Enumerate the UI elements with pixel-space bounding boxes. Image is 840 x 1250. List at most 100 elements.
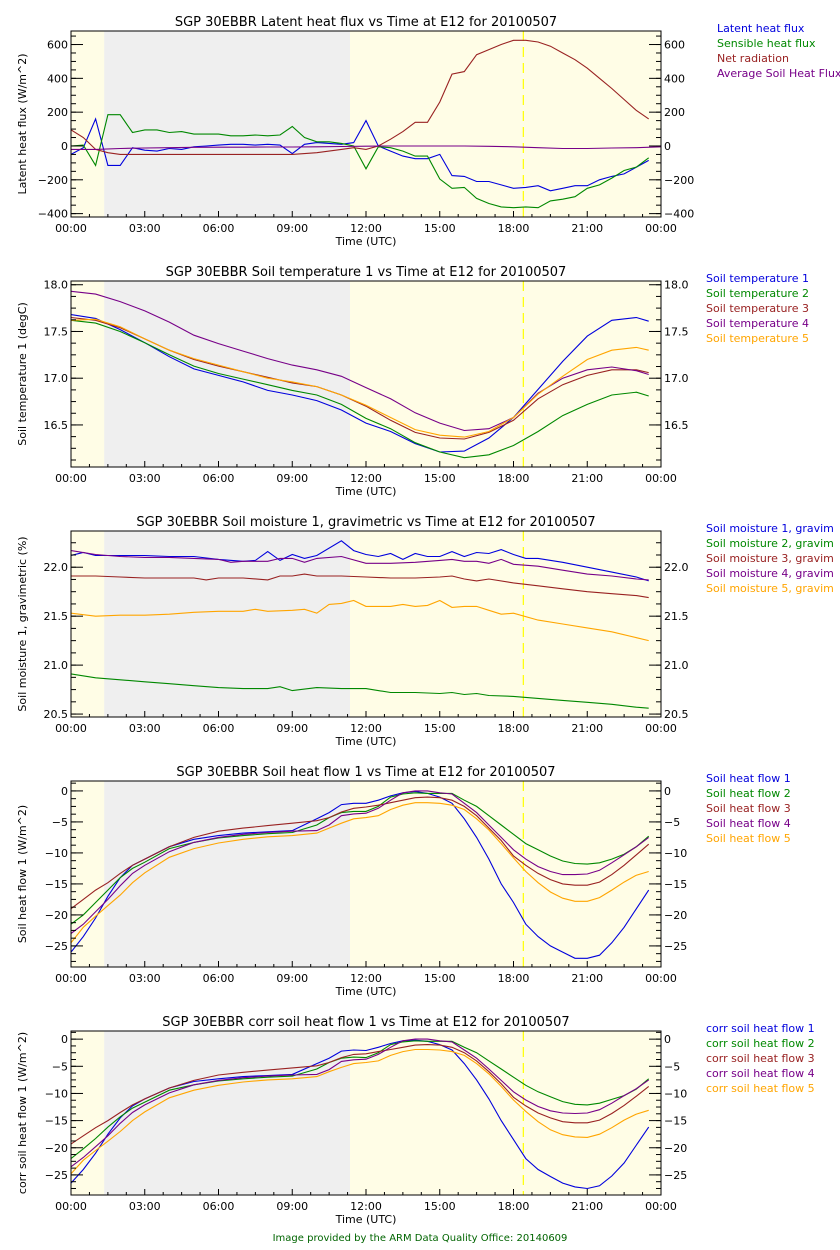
series-group <box>71 39 661 209</box>
series-line-1 <box>71 314 649 453</box>
legend-entry-3: Net radiation <box>717 52 789 65</box>
x-tick-label: 12:00 <box>350 472 382 485</box>
y-tick-label-right: −10 <box>664 847 687 860</box>
series-group <box>71 540 649 709</box>
y-tick-label-left: 0 <box>61 785 68 798</box>
y-tick-label-right: 17.0 <box>664 372 689 385</box>
legend-entry-1: Soil temperature 1 <box>706 272 809 285</box>
y-tick-label-left: 200 <box>47 106 68 119</box>
y-tick-label-left: 21.0 <box>44 659 69 672</box>
y-tick-label-right: 600 <box>664 39 685 52</box>
y-tick-label-right: 200 <box>664 106 685 119</box>
x-tick-label: 09:00 <box>276 722 308 735</box>
series-line-1 <box>71 117 649 192</box>
series-group <box>71 290 649 459</box>
x-tick-label: 18:00 <box>498 972 530 985</box>
y-tick-label-right: −20 <box>664 909 687 922</box>
legend-entry-1: Soil heat flow 1 <box>706 772 791 785</box>
chart-panel-3: 00:00 03:00 06:00 09:00 12:00 15:00 18:00 21:00… <box>16 515 834 748</box>
legend-entry-2: Soil temperature 2 <box>706 287 809 300</box>
x-tick-label: 00:00 <box>645 222 677 235</box>
series-line-5 <box>71 802 649 944</box>
series-group <box>71 790 650 959</box>
series-line-4 <box>71 550 649 581</box>
x-tick-label: 06:00 <box>203 472 235 485</box>
legend-entry-5: Soil moisture 5, gravim <box>706 582 834 595</box>
x-tick-label: 00:00 <box>55 722 87 735</box>
x-tick-label: 15:00 <box>424 472 456 485</box>
series-group <box>71 1038 650 1190</box>
y-tick-label-right: −20 <box>664 1142 687 1155</box>
y-tick-label-right: 17.5 <box>664 325 689 338</box>
x-tick-label: 03:00 <box>129 222 161 235</box>
legend-entry-5: Soil temperature 5 <box>706 332 809 345</box>
x-axis-label: Time (UTC) <box>335 235 397 248</box>
y-tick-label-left: 21.5 <box>44 610 69 623</box>
series-line-2 <box>71 319 649 459</box>
y-tick-label-right: −15 <box>664 878 687 891</box>
y-tick-label-left: −20 <box>45 909 68 922</box>
y-tick-label-left: −200 <box>38 174 68 187</box>
y-tick-label-left: 17.5 <box>44 325 69 338</box>
x-axis-label: Time (UTC) <box>335 735 397 748</box>
legend-entry-2: Soil moisture 2, gravim <box>706 537 834 550</box>
y-tick-label-left: 400 <box>47 72 68 85</box>
series-line-3 <box>71 796 650 910</box>
x-tick-label: 09:00 <box>276 222 308 235</box>
y-tick-label-left: −25 <box>45 1169 68 1182</box>
y-tick-label-right: −25 <box>664 940 687 953</box>
chart-title: SGP 30EBBR Soil moisture 1, gravimetric … <box>136 515 595 530</box>
y-tick-label-left: −15 <box>45 1115 68 1128</box>
y-tick-label-right: −5 <box>664 1060 680 1073</box>
series-line-4 <box>71 790 650 934</box>
chart-panel-4: 00:00 03:00 06:00 09:00 12:00 15:00 18:00 21:00… <box>16 765 791 998</box>
series-line-2 <box>71 792 650 925</box>
y-tick-label-left: 22.0 <box>44 561 69 574</box>
x-tick-label: 06:00 <box>203 722 235 735</box>
series-line-3 <box>71 39 650 155</box>
y-tick-label-left: −10 <box>45 1087 68 1100</box>
chart-panel-1: 00:00 03:00 06:00 09:00 12:00 15:00 18:00 21:00… <box>16 15 840 248</box>
series-line-2 <box>71 673 649 709</box>
legend-entry-4: Soil heat flow 4 <box>706 817 791 830</box>
x-tick-label: 09:00 <box>276 972 308 985</box>
y-tick-label-left: −400 <box>38 208 68 221</box>
y-tick-label-right: 0 <box>664 1033 671 1046</box>
y-tick-label-left: 17.0 <box>44 372 69 385</box>
legend-entry-5: corr soil heat flow 5 <box>706 1082 815 1095</box>
y-tick-label-left: −25 <box>45 940 68 953</box>
y-tick-label-right: 0 <box>664 785 671 798</box>
legend-entry-3: Soil temperature 3 <box>706 302 809 315</box>
x-tick-label: 00:00 <box>645 472 677 485</box>
y-tick-label-left: 16.5 <box>44 419 69 432</box>
series-line-2 <box>71 114 650 209</box>
legend-entry-3: corr soil heat flow 3 <box>706 1052 815 1065</box>
x-tick-label: 00:00 <box>645 722 677 735</box>
legend-entry-4: Soil temperature 4 <box>706 317 809 330</box>
x-axis-label: Time (UTC) <box>335 1213 397 1226</box>
x-tick-label: 00:00 <box>55 972 87 985</box>
x-tick-label: 18:00 <box>498 1200 530 1213</box>
y-tick-label-right: 400 <box>664 72 685 85</box>
y-axis-label: Soil moisture 1, gravimetric (%) <box>16 536 29 711</box>
night-shading <box>104 281 351 467</box>
x-tick-label: 03:00 <box>129 722 161 735</box>
y-tick-label-left: −5 <box>52 1060 68 1073</box>
y-axis-label: Latent heat flux (W/m^2) <box>16 53 29 194</box>
chart-title: SGP 30EBBR Soil heat flow 1 vs Time at E… <box>176 765 555 780</box>
y-tick-label-right: −400 <box>664 208 694 221</box>
legend-entry-2: Soil heat flow 2 <box>706 787 791 800</box>
x-tick-label: 21:00 <box>571 222 603 235</box>
chart-title: SGP 30EBBR Soil temperature 1 vs Time at… <box>166 265 567 280</box>
x-tick-label: 00:00 <box>645 972 677 985</box>
y-axis-label: corr soil heat flow 1 (W/m^2) <box>16 1032 29 1194</box>
legend-entry-3: Soil heat flow 3 <box>706 802 791 815</box>
x-axis-label: Time (UTC) <box>335 985 397 998</box>
x-tick-label: 03:00 <box>129 1200 161 1213</box>
x-tick-label: 09:00 <box>276 472 308 485</box>
y-tick-label-right: 18.0 <box>664 279 689 292</box>
y-axis-label: Soil heat flow 1 (W/m^2) <box>16 805 29 943</box>
y-tick-label-right: 16.5 <box>664 419 689 432</box>
y-tick-label-left: 0 <box>61 140 68 153</box>
x-axis-label: Time (UTC) <box>335 485 397 498</box>
